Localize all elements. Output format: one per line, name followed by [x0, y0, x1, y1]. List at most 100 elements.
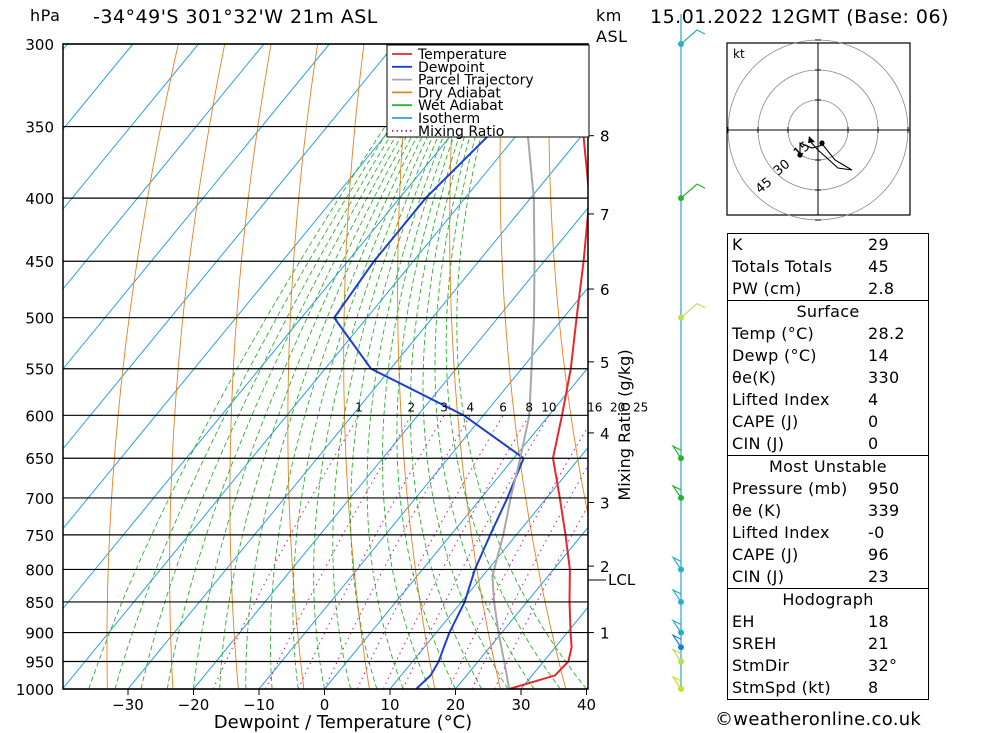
index-label: Lifted Index [732, 390, 830, 409]
hodograph-title: Hodograph [782, 590, 874, 609]
dry-adiabat-line [106, 44, 179, 689]
surface-title: Surface [796, 302, 860, 321]
index-value: 0 [868, 412, 879, 431]
index-value: 21 [868, 634, 889, 653]
wind-barb [671, 675, 682, 690]
legend-entry: Temperature [417, 47, 507, 63]
temperature-tick-label: −30 [112, 696, 144, 714]
index-value: 45 [868, 257, 889, 276]
wet-adiabat-line [88, 44, 441, 689]
wind-barb [671, 619, 682, 633]
legend-entry: Wet Adiabat [418, 98, 504, 114]
index-label: CIN (J) [732, 567, 785, 586]
datetime-title: 15.01.2022 12GMT (Base: 06) [650, 6, 949, 28]
mixing-ratio-axis-label: Mixing Ratio (g/kg) [615, 349, 634, 500]
wet-adiabat-line [292, 44, 470, 689]
dry-adiabat-line [229, 44, 272, 689]
pressure-tick-label: 750 [25, 527, 54, 545]
lcl-label: LCL [608, 571, 636, 589]
mixing-ratio-label: 4 [466, 400, 474, 414]
wet-adiabat-line [422, 44, 509, 689]
index-row: SREH 21 [728, 633, 928, 655]
wind-barb [671, 484, 682, 499]
index-label: StmDir [732, 656, 790, 675]
mixing-ratio-label: 3 [440, 400, 448, 414]
isotherm-line [258, 286, 588, 689]
dry-adiabat-line [449, 44, 501, 689]
mixing-ratio-label: 10 [541, 400, 556, 414]
most-unstable-title: Most Unstable [769, 457, 887, 476]
mixing-ratio-label: 2 [408, 400, 416, 414]
index-row: StmSpd (kt) 8 [728, 677, 928, 699]
dewpoint-line [332, 44, 525, 689]
index-row: PW (cm) 2.8 [728, 278, 928, 300]
index-value: -0 [868, 523, 885, 542]
km-tick-label: 5 [600, 354, 610, 372]
pressure-tick-label: 950 [25, 654, 54, 672]
temperature-tick-label: 10 [380, 696, 399, 714]
pressure-tick-label: 350 [25, 119, 54, 137]
hodograph-point [819, 140, 825, 146]
isotherm-line [63, 44, 265, 290]
index-label: SREH [732, 634, 777, 653]
storm-motion-marker [808, 136, 815, 143]
wet-adiabat-line [245, 44, 463, 689]
mixing-ratio-line [402, 415, 550, 689]
pressure-tick-label: 900 [25, 625, 54, 643]
index-label: Dewp (°C) [732, 346, 817, 365]
mixing-ratio-label: 8 [525, 400, 533, 414]
wet-adiabat-line [269, 44, 467, 689]
mixing-ratio-label: 20 [610, 400, 625, 414]
km-tick-label: 6 [600, 281, 610, 299]
legend-entry: Isotherm [418, 111, 480, 127]
hodograph-point [797, 152, 803, 158]
wind-profile [671, 14, 706, 692]
wind-barb [680, 302, 706, 319]
wind-barb [680, 29, 706, 45]
wet-adiabat-line [350, 44, 480, 689]
temperature-tick-label: 30 [511, 696, 530, 714]
isotherm-line [127, 127, 588, 689]
legend-entry: Dewpoint [418, 60, 485, 76]
pressure-tick-label: 550 [25, 361, 54, 379]
temperature-tick-label: −10 [243, 696, 275, 714]
wet-adiabat-line [140, 44, 449, 689]
index-value: 14 [868, 346, 889, 365]
index-value: 29 [868, 235, 889, 254]
index-row: CIN (J) 23 [728, 566, 928, 588]
pressure-tick-label: 850 [25, 594, 54, 612]
index-row: θe (K) 339 [728, 500, 928, 522]
parcel-trajectory-line [491, 44, 536, 689]
index-value: 32° [868, 656, 898, 675]
index-value: 8 [868, 678, 879, 697]
index-row: Totals Totals 45 [728, 256, 928, 278]
index-value: 330 [868, 368, 900, 387]
index-label: Totals Totals [732, 257, 833, 276]
wet-adiabat-line [219, 44, 460, 689]
wet-adiabat-line [114, 44, 445, 689]
legend-entry: Parcel Trajectory [418, 73, 534, 89]
km-tick-label: 1 [600, 625, 610, 643]
index-label: CAPE (J) [732, 412, 799, 431]
wind-barb [680, 183, 706, 199]
pressure-tick-label: 700 [25, 490, 54, 508]
surface-section: Surface Temp (°C) 28.2 Dewp (°C) 14 θe(K) 330… [728, 300, 928, 455]
hodograph-trace [799, 139, 853, 171]
index-row: Temp (°C) 28.2 [728, 323, 928, 345]
index-row: CAPE (J) 96 [728, 544, 928, 566]
dry-adiabat-line [596, 26, 697, 689]
mixing-ratio-line [356, 415, 504, 689]
mixing-ratio-label: 1 [355, 400, 363, 414]
wet-adiabat-line [332, 44, 477, 689]
dry-adiabat-line [964, 26, 1000, 689]
pressure-tick-label: 300 [25, 36, 54, 54]
credit-footer[interactable]: ©weatheronline.co.uk [715, 709, 922, 730]
wet-adiabat-line [445, 44, 561, 689]
temperature-tick-label: 0 [320, 696, 330, 714]
km-tick-label: 3 [600, 494, 610, 512]
isotherm-line [63, 44, 134, 131]
isotherm-line [63, 44, 396, 450]
index-row: Dewp (°C) 14 [728, 345, 928, 367]
wet-adiabat-line [193, 44, 456, 689]
temperature-tick-label: 20 [446, 696, 465, 714]
